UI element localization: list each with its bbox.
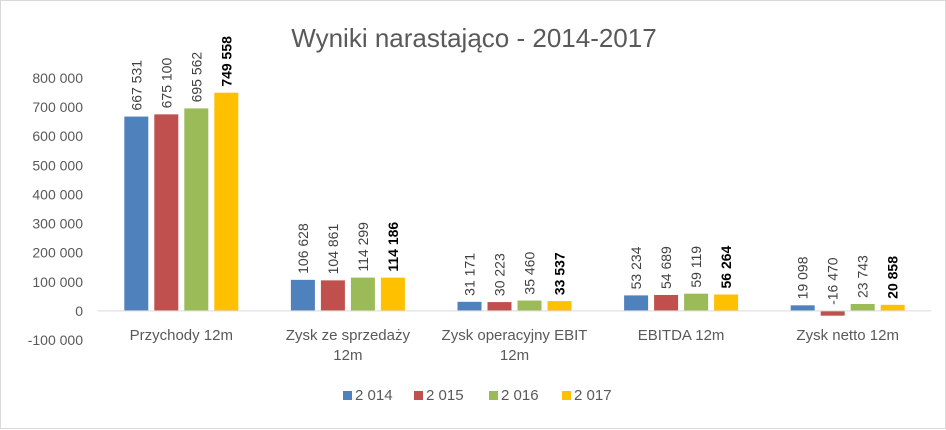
- data-label: 749 558: [218, 36, 234, 87]
- data-labels: 667 531 106 628 31 171 53 234 19 098 675 100 1…: [128, 36, 900, 305]
- bar: [124, 116, 149, 311]
- legend-swatch: [414, 391, 423, 400]
- x-axis: Przychody 12m Zysk ze sprzedaży 12m Zysk op…: [130, 327, 899, 364]
- data-label: 54 689: [658, 246, 674, 289]
- legend-swatch: [343, 391, 352, 400]
- y-tick-label: 200 000: [32, 245, 83, 261]
- bar: [880, 304, 905, 311]
- bar: [654, 294, 679, 311]
- y-tick-label: 100 000: [32, 274, 83, 290]
- y-tick-label: 600 000: [32, 128, 83, 144]
- bar: [214, 92, 239, 311]
- bar: [350, 277, 375, 311]
- bar: [290, 279, 315, 311]
- data-label: 59 119: [688, 246, 704, 288]
- category-label: EBITDA 12m: [638, 327, 725, 344]
- bar: [184, 108, 209, 311]
- y-axis: -100 000 0 100 000 200 000 300 000 400 000 500…: [28, 70, 83, 348]
- bars: [124, 92, 905, 316]
- y-tick-label: 800 000: [32, 70, 83, 86]
- data-label: 20 858: [885, 256, 901, 299]
- bar: [684, 293, 709, 311]
- legend-label: 2 016: [501, 387, 539, 404]
- bar: [487, 302, 512, 311]
- data-label: 33 537: [552, 252, 568, 295]
- data-label: 106 628: [295, 223, 311, 274]
- legend: 2 014 2 015 2 016 2 017: [343, 387, 612, 404]
- legend-swatch: [562, 391, 571, 400]
- data-label: 23 743: [855, 255, 871, 298]
- data-label: 53 234: [628, 246, 644, 289]
- bar: [714, 294, 739, 311]
- data-label: 114 299: [355, 222, 371, 272]
- data-label: 31 171: [462, 253, 478, 296]
- legend-label: 2 014: [355, 387, 393, 404]
- data-label: 56 264: [718, 245, 734, 288]
- category-label: Zysk operacyjny EBIT: [442, 327, 588, 344]
- data-label: 114 186: [385, 222, 401, 272]
- category-label: Przychody 12m: [130, 327, 233, 344]
- bar: [820, 310, 845, 316]
- data-label: 667 531: [128, 60, 144, 111]
- legend-swatch: [489, 391, 498, 400]
- data-label: 104 861: [325, 224, 341, 275]
- bar: [624, 295, 649, 311]
- bar: [790, 305, 815, 311]
- y-tick-label: 300 000: [32, 216, 83, 232]
- data-label: 35 460: [522, 252, 538, 295]
- chart-title: Wyniki narastająco - 2014-2017: [291, 23, 656, 53]
- y-tick-label: 0: [75, 303, 83, 319]
- bar: [320, 280, 345, 311]
- bar: [457, 301, 482, 311]
- data-label: 675 100: [158, 58, 174, 109]
- bar: [850, 303, 875, 311]
- y-tick-label: -100 000: [28, 332, 83, 348]
- y-tick-label: 400 000: [32, 186, 83, 202]
- category-label: Zysk netto 12m: [796, 327, 899, 344]
- bar: [547, 301, 572, 311]
- data-label: 30 223: [492, 253, 508, 296]
- category-label: 12m: [333, 347, 362, 364]
- y-tick-label: 700 000: [32, 99, 83, 115]
- bar: [517, 300, 542, 311]
- y-tick-label: 500 000: [32, 157, 83, 173]
- legend-label: 2 015: [426, 387, 464, 404]
- bar: [154, 114, 179, 311]
- category-label: 12m: [500, 347, 529, 364]
- legend-label: 2 017: [574, 387, 612, 404]
- category-label: Zysk ze sprzedaży: [286, 327, 411, 344]
- data-label: -16 470: [825, 257, 841, 305]
- bar: [380, 277, 405, 311]
- data-label: 695 562: [188, 52, 204, 103]
- data-label: 19 098: [795, 256, 811, 299]
